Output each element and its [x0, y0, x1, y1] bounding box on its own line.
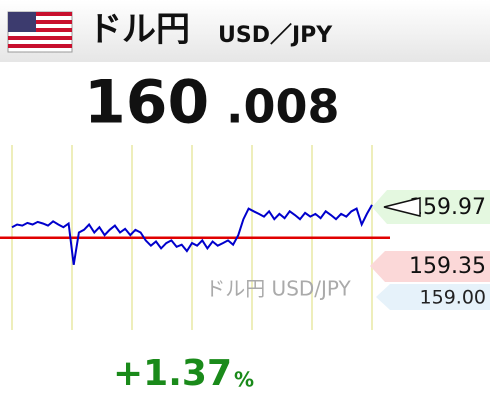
chart	[0, 145, 390, 330]
tag-bg	[372, 190, 490, 224]
price-decimal: .008	[226, 80, 340, 134]
tag-bg	[376, 284, 490, 310]
pair: USD／JPY	[218, 23, 333, 48]
change-unit: %	[234, 368, 254, 392]
tag-label: 159.97	[409, 195, 486, 220]
tag-bg	[370, 251, 490, 282]
arrow	[383, 197, 421, 217]
header-bar	[0, 0, 490, 62]
price-line	[11, 204, 373, 265]
watermark: ドル円 USD/JPY	[205, 277, 351, 301]
us-flag	[7, 11, 73, 53]
tag-label: 159.35	[409, 254, 486, 279]
change-value: +1.37	[113, 353, 232, 394]
tag-label: 159.00	[420, 287, 486, 309]
title: ドル円	[88, 10, 190, 50]
price-integer: 160	[84, 68, 209, 138]
